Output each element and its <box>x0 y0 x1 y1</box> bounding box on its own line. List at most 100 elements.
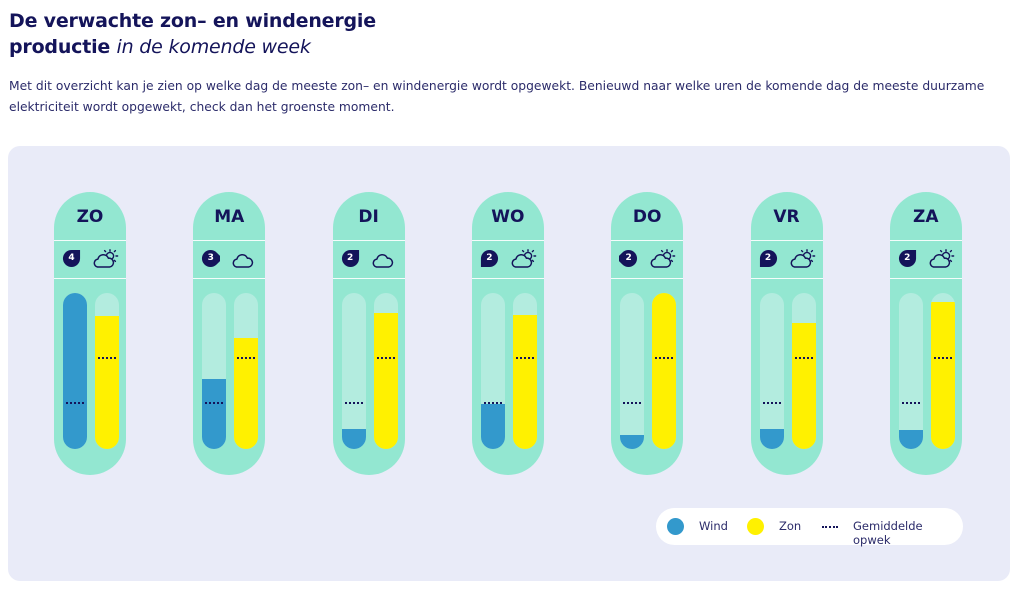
legend-sun-label: Zon <box>779 519 802 533</box>
day-label: ZO <box>76 207 104 227</box>
wind-force: 3 <box>207 253 214 263</box>
day-label: ZA <box>913 207 939 227</box>
sun-bar <box>373 293 398 449</box>
day-column: ZA 2 <box>889 192 962 475</box>
legend-wind-label: Wind <box>699 519 728 533</box>
wind-force: 2 <box>625 253 632 263</box>
wind-direction-icon <box>62 249 81 268</box>
wind-force: 2 <box>486 253 493 263</box>
title-bold: productie <box>9 36 111 58</box>
wind-bar <box>759 293 784 449</box>
day-label: VR <box>773 207 800 227</box>
wind-force: 2 <box>346 253 354 263</box>
wind-direction-icon <box>898 249 916 268</box>
sun-bar <box>234 293 259 449</box>
sun-cloud-icon <box>650 249 676 268</box>
day-label: WO <box>491 207 525 227</box>
wind-bar <box>480 293 505 449</box>
day-label: MA <box>214 207 245 227</box>
wind-direction-icon <box>619 249 638 268</box>
title-line-1: De verwachte zon– en windenergie <box>9 10 376 32</box>
separator <box>611 240 684 241</box>
legend-average-label: Gemiddelde opwek <box>853 519 923 547</box>
sun-average-marker <box>237 356 256 359</box>
legend-sun-swatch <box>747 518 764 535</box>
day-column: WO 2 <box>471 192 544 475</box>
sun-fill <box>791 322 816 449</box>
cloud-icon <box>372 253 393 268</box>
wind-bar <box>898 293 923 449</box>
wind-direction-icon <box>480 249 498 268</box>
day-column: DI 2 <box>332 192 405 475</box>
sun-cloud-icon <box>790 249 815 268</box>
title-line-2: productie in de komende week <box>9 34 376 60</box>
separator <box>332 240 405 241</box>
separator <box>750 240 823 241</box>
legend-average-swatch <box>822 526 838 528</box>
separator <box>889 240 962 241</box>
sun-fill <box>512 314 537 449</box>
wind-average-marker <box>483 401 502 404</box>
wind-direction-icon <box>759 249 777 268</box>
sun-average-marker <box>794 356 813 359</box>
sun-cloud-icon <box>93 249 119 268</box>
separator <box>193 278 266 279</box>
sun-cloud-icon <box>929 249 955 268</box>
wind-fill <box>480 403 505 449</box>
sun-average-marker <box>98 356 116 359</box>
separator <box>54 240 126 241</box>
wind-fill <box>898 430 923 449</box>
sun-fill <box>930 302 955 449</box>
wind-fill <box>759 428 784 449</box>
day-column: MA 3 <box>193 192 266 475</box>
wind-direction-icon <box>341 249 359 268</box>
wind-average-marker <box>66 401 84 404</box>
sun-bar <box>512 293 537 449</box>
wind-fill <box>63 293 87 449</box>
separator <box>54 278 126 279</box>
sun-average-marker <box>376 356 395 359</box>
sun-bar <box>930 293 955 449</box>
wind-average-marker <box>205 401 224 404</box>
wind-fill <box>341 428 366 449</box>
separator <box>611 278 684 279</box>
day-label: DI <box>358 207 379 227</box>
wind-fill <box>202 378 227 449</box>
separator <box>889 278 962 279</box>
sun-fill <box>234 338 259 449</box>
wind-fill <box>620 434 645 449</box>
forecast-panel: ZO 4 MA 3 DI 2 WO 2 DO 2 VR 2 ZA 2 Wind Zon Gemiddeld… <box>8 146 1010 581</box>
sun-cloud-icon <box>511 249 537 268</box>
sun-average-marker <box>515 356 534 359</box>
separator <box>471 278 544 279</box>
wind-bar <box>202 293 227 449</box>
cloud-icon <box>232 253 254 268</box>
sun-bar <box>791 293 816 449</box>
day-column: DO 2 <box>611 192 684 475</box>
wind-direction-icon <box>202 249 221 268</box>
wind-bar <box>63 293 87 449</box>
day-label: DO <box>632 207 662 227</box>
wind-force: 4 <box>68 253 75 263</box>
intro-text: Met dit overzicht kan je zien op welke d… <box>9 79 985 114</box>
separator <box>193 240 266 241</box>
separator <box>471 240 544 241</box>
wind-force: 2 <box>904 253 911 263</box>
wind-bar <box>620 293 645 449</box>
sun-fill <box>373 313 398 449</box>
page-title: De verwachte zon– en windenergie product… <box>9 8 376 60</box>
wind-average-marker <box>623 401 642 404</box>
wind-average-marker <box>344 401 363 404</box>
wind-bar <box>341 293 366 449</box>
sun-bar <box>652 293 677 449</box>
day-column: VR 2 <box>750 192 823 475</box>
wind-force: 2 <box>764 253 772 263</box>
sun-fill <box>652 293 677 449</box>
forecast-chart: ZO 4 MA 3 DI 2 WO 2 DO 2 VR 2 ZA 2 <box>8 146 1010 581</box>
sun-average-marker <box>933 356 952 359</box>
wind-average-marker <box>901 401 920 404</box>
wind-average-marker <box>762 401 781 404</box>
sun-bar <box>95 293 119 449</box>
legend-wind-swatch <box>667 518 684 535</box>
separator <box>332 278 405 279</box>
